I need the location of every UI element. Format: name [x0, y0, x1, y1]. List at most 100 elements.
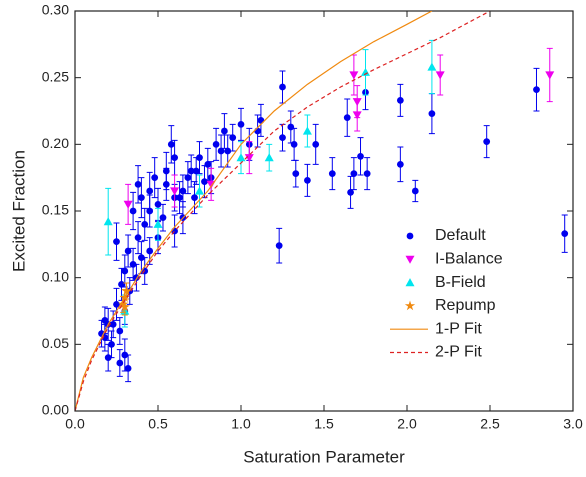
fit-line: [75, 11, 491, 411]
point: [361, 67, 370, 76]
fit-line: [75, 11, 433, 411]
legend-label: 2-P Fit: [435, 344, 482, 361]
point: [138, 254, 145, 262]
point: [129, 260, 137, 268]
point: [162, 180, 170, 188]
point: [275, 242, 283, 250]
point: [109, 320, 117, 328]
point: [427, 62, 437, 71]
point: [146, 247, 154, 255]
point: [328, 170, 336, 178]
point: [151, 174, 159, 182]
point: [244, 154, 254, 163]
point: [201, 178, 208, 186]
point: [124, 247, 132, 255]
point: [221, 127, 228, 135]
point: [196, 154, 203, 162]
point: [405, 278, 415, 287]
point: [212, 140, 220, 148]
point: [162, 167, 170, 175]
point: [124, 364, 132, 372]
legend-label: B-Field: [435, 274, 486, 291]
point: [347, 188, 354, 196]
y-tick-label: 0.20: [42, 135, 69, 151]
legend-label: Repump: [435, 297, 496, 314]
point: [363, 170, 371, 178]
point: [236, 153, 246, 162]
point: [217, 147, 225, 155]
point: [352, 111, 362, 120]
point: [118, 280, 125, 288]
y-tick-label: 0.25: [42, 68, 69, 84]
point: [350, 170, 358, 178]
point: [191, 194, 198, 202]
point: [134, 234, 142, 242]
point: [171, 154, 178, 162]
point: [404, 300, 416, 311]
y-tick-label: 0.30: [42, 2, 69, 18]
point: [167, 140, 175, 148]
point: [195, 186, 204, 195]
point: [483, 138, 491, 146]
y-tick-label: 0.05: [42, 335, 69, 351]
legend-label: 1-P Fit: [435, 320, 482, 337]
point: [279, 83, 286, 91]
point: [304, 176, 311, 184]
point: [103, 217, 113, 226]
point: [184, 174, 192, 182]
point: [279, 134, 286, 142]
point: [343, 114, 351, 122]
plot-area: [75, 11, 569, 411]
point: [254, 127, 261, 135]
point: [159, 214, 167, 222]
legend-label: Default: [435, 227, 486, 244]
point: [113, 238, 120, 246]
point: [146, 187, 154, 195]
point: [192, 167, 200, 175]
point: [104, 354, 112, 362]
point: [146, 207, 154, 215]
y-tick-label: 0.10: [42, 268, 69, 284]
point: [312, 140, 320, 148]
point: [141, 220, 149, 228]
y-tick-label: 0.00: [42, 402, 69, 418]
y-tick-label: 0.15: [42, 202, 69, 218]
x-tick-label: 3.0: [563, 416, 583, 432]
point: [237, 120, 245, 128]
x-tick-label: 0.5: [148, 416, 168, 432]
point: [405, 255, 415, 264]
x-axis-label: Saturation Parameter: [243, 447, 405, 466]
point: [121, 267, 129, 275]
point: [138, 194, 145, 202]
point: [153, 219, 163, 228]
x-tick-label: 2.5: [480, 416, 500, 432]
point: [264, 153, 274, 162]
point: [396, 160, 404, 168]
point: [411, 187, 419, 195]
point: [108, 340, 115, 348]
point: [176, 194, 183, 202]
point: [349, 71, 359, 80]
point: [119, 301, 130, 312]
point: [292, 170, 300, 178]
x-tick-label: 1.0: [231, 416, 251, 432]
point: [396, 96, 404, 104]
point: [352, 98, 362, 107]
point: [123, 200, 133, 209]
legend-label: I-Balance: [435, 251, 503, 268]
point: [435, 71, 445, 80]
point: [229, 134, 237, 142]
point: [406, 232, 414, 240]
point: [428, 110, 436, 118]
x-tick-label: 1.5: [314, 416, 334, 432]
point: [118, 298, 129, 309]
point: [545, 71, 555, 80]
point: [187, 167, 195, 175]
point: [134, 180, 142, 188]
point: [357, 152, 364, 160]
point: [121, 351, 129, 359]
point: [116, 359, 124, 367]
point: [154, 200, 162, 208]
point: [302, 126, 312, 135]
